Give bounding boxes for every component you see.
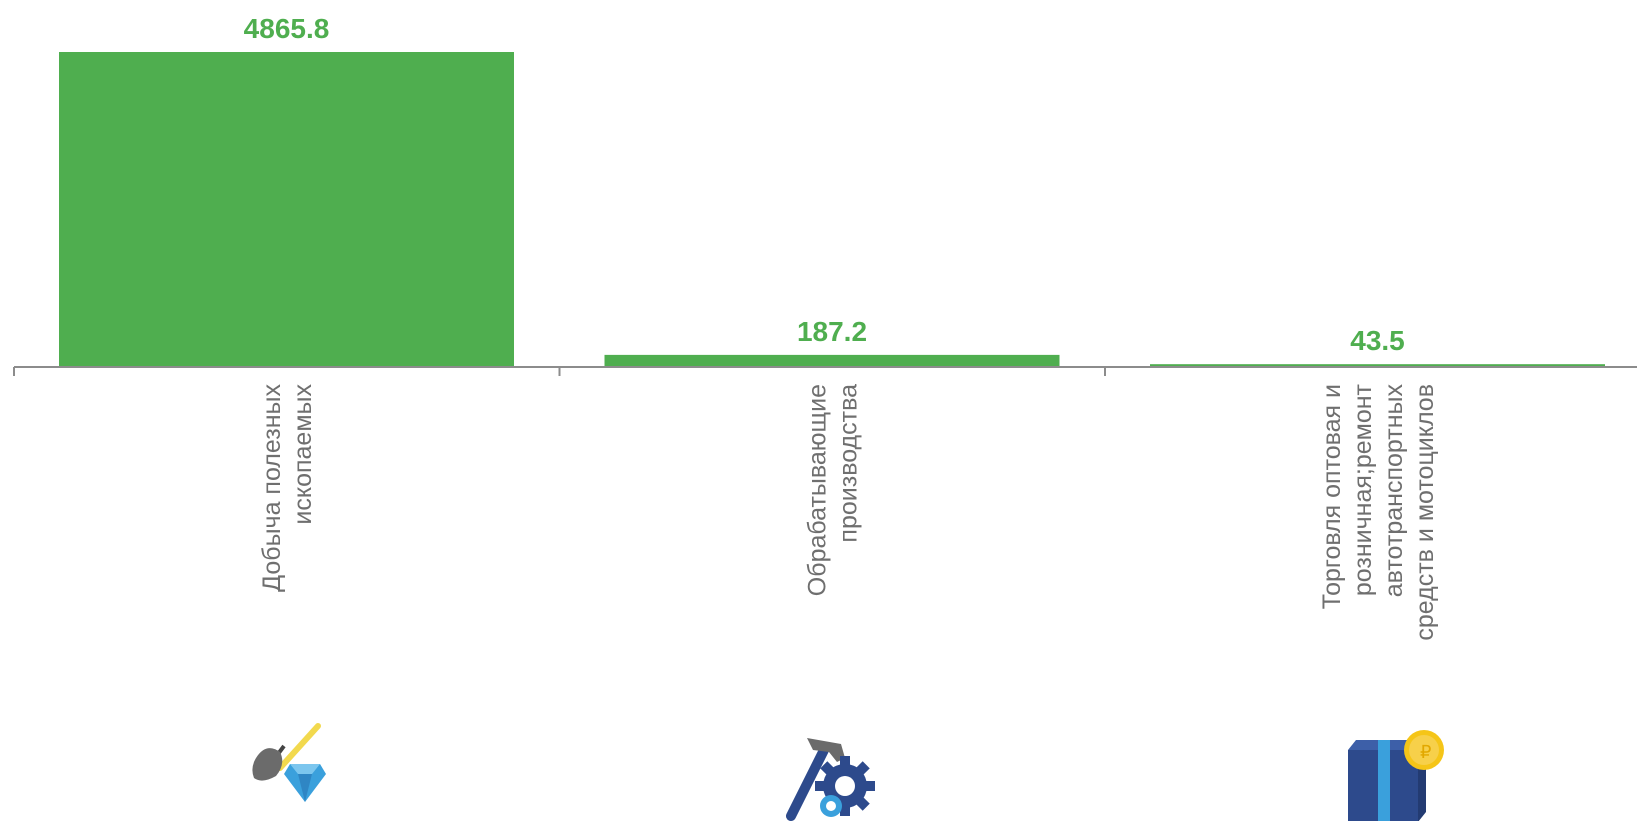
shovel-diamond-icon: [252, 723, 326, 802]
category-label-line: производства: [835, 384, 863, 543]
x-axis: [13, 366, 1637, 376]
bar: [1150, 364, 1605, 367]
category-label: Обрабатывающие производства: [804, 384, 863, 596]
category-label-line: Обрабатывающие: [804, 384, 832, 596]
category-label: Торговля оптовая и розничная;ремонт автотр…: [1318, 383, 1439, 640]
category-labels: Добыча полезных ископаемых Обрабатывающие п…: [258, 383, 1439, 640]
category-label-line: Добыча полезных: [258, 384, 286, 592]
value-labels: 4865.8 187.2 43.5: [244, 13, 1405, 356]
value-label: 187.2: [797, 316, 867, 347]
category-label-line: розничная;ремонт: [1349, 383, 1377, 596]
svg-text:₽: ₽: [1420, 742, 1431, 762]
category-label: Добыча полезных ископаемых: [258, 384, 317, 592]
category-label-line: средств и мотоциклов: [1411, 384, 1439, 641]
bar: [604, 354, 1060, 367]
bar: [59, 52, 514, 367]
gift-box-coin-icon: ₽: [1348, 730, 1444, 821]
category-label-line: автотранспортных: [1380, 384, 1408, 598]
value-label: 4865.8: [244, 13, 330, 44]
value-label: 43.5: [1350, 325, 1405, 356]
category-label-line: Торговля оптовая и: [1318, 384, 1346, 609]
bars-layer: [59, 52, 1605, 367]
category-label-line: ископаемых: [289, 384, 317, 525]
hammer-gear-icon: [786, 738, 875, 821]
